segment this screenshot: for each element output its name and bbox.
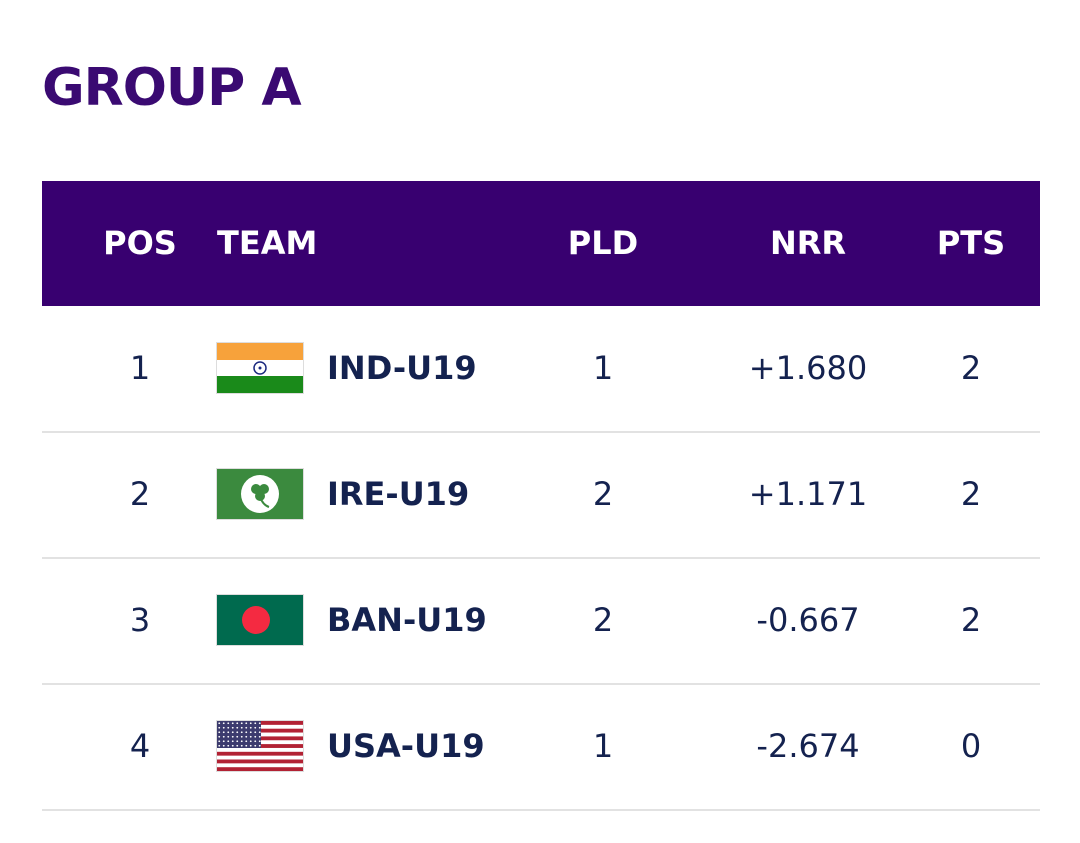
- net-run-rate: -0.667: [756, 601, 860, 639]
- position: 2: [129, 475, 151, 513]
- points: 0: [960, 727, 982, 765]
- net-run-rate: +1.680: [748, 349, 868, 387]
- position: 1: [129, 349, 151, 387]
- table-row[interactable]: 4 USA-U19 1 -2.674 0: [42, 684, 1040, 811]
- table-row[interactable]: 2 IRE-U19 2 +1.171 2: [42, 432, 1040, 559]
- points: 2: [960, 601, 982, 639]
- column-header: TEAM: [217, 224, 318, 262]
- flag: [217, 595, 303, 645]
- points: 2: [960, 349, 982, 387]
- table-row[interactable]: 1 IND-U19 1 +1.680 2: [42, 306, 1040, 433]
- group-title: GROUP A: [42, 58, 302, 118]
- played: 1: [592, 727, 614, 765]
- net-run-rate: -2.674: [756, 727, 860, 765]
- table-row[interactable]: 3 BAN-U19 2 -0.667 2: [42, 558, 1040, 685]
- flag: [217, 721, 303, 771]
- team-name: IRE-U19: [327, 475, 470, 513]
- played: 2: [592, 601, 614, 639]
- team-name: IND-U19: [327, 349, 477, 387]
- column-header: PLD: [567, 224, 639, 262]
- flag: [217, 343, 303, 393]
- position: 3: [129, 601, 151, 639]
- column-header: POS: [103, 224, 177, 262]
- points: 2: [960, 475, 982, 513]
- net-run-rate: +1.171: [748, 475, 868, 513]
- flag: [217, 469, 303, 519]
- team-name: USA-U19: [327, 727, 485, 765]
- played: 2: [592, 475, 614, 513]
- team-name: BAN-U19: [327, 601, 487, 639]
- column-header: PTS: [936, 224, 1006, 262]
- played: 1: [592, 349, 614, 387]
- column-header: NRR: [769, 224, 847, 262]
- position: 4: [129, 727, 151, 765]
- table-header: POS TEAM PLD NRR PTS: [42, 181, 1040, 306]
